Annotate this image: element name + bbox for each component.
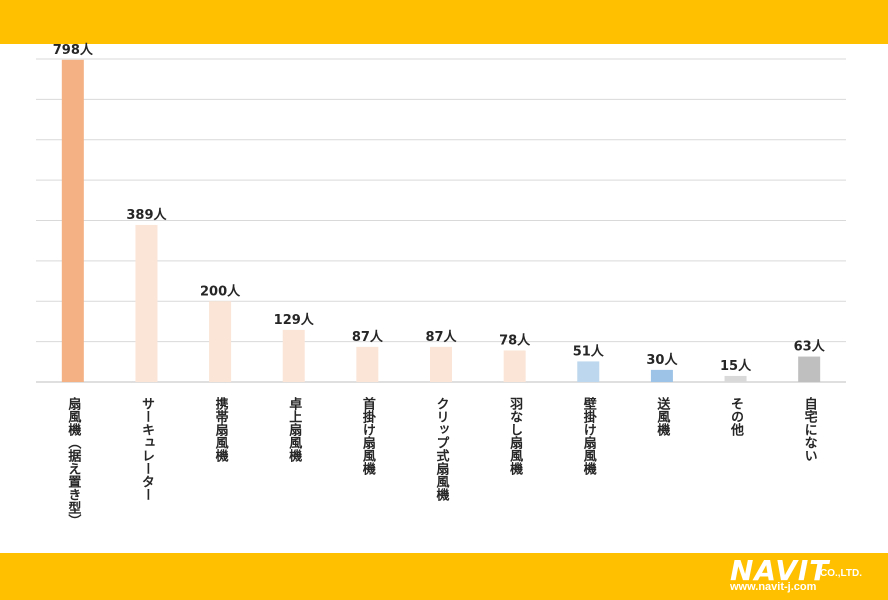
logo-url: www.navit-j.com — [730, 581, 817, 593]
category-label: 扇風機（据え置き型） — [65, 396, 82, 527]
category-label: 自宅にない — [802, 396, 818, 462]
logo-name: NAVIT — [730, 554, 830, 587]
data-label: 51人 — [573, 343, 605, 359]
category-label: 首掛け扇風機 — [360, 396, 376, 476]
category-label: 羽なし扇風機 — [507, 397, 523, 476]
data-label: 63人 — [794, 339, 826, 355]
data-label: 78人 — [499, 333, 531, 349]
category-label: サーキュレーター — [139, 397, 155, 501]
data-label: 15人 — [720, 358, 752, 374]
data-label: 87人 — [352, 329, 384, 345]
navit-logo: NAVIT CO.,LTD. www.navit-j.com — [730, 557, 880, 595]
category-label: 壁掛け扇風機 — [581, 396, 597, 476]
data-label: 389人 — [126, 207, 167, 223]
category-label: 携帯扇風機 — [213, 396, 229, 463]
bar — [356, 346, 379, 382]
logo-suffix: CO.,LTD. — [820, 568, 863, 579]
bottom-banner — [0, 553, 888, 600]
data-label: 200人 — [200, 283, 241, 299]
bar — [724, 375, 747, 382]
data-label: 798人 — [53, 42, 94, 58]
category-label: その他 — [728, 397, 745, 437]
data-label: 87人 — [425, 329, 457, 345]
bar — [577, 361, 600, 382]
data-label: 129人 — [274, 312, 315, 328]
category-label: 送風機 — [654, 396, 671, 437]
bar — [282, 329, 305, 382]
top-banner — [0, 0, 888, 44]
bar — [798, 356, 821, 382]
bar — [503, 350, 526, 382]
bar — [61, 59, 84, 383]
bar — [135, 224, 158, 382]
bar — [430, 346, 452, 382]
category-label: クリップ式扇風機 — [434, 397, 450, 502]
category-label: 卓上扇風機 — [286, 396, 302, 463]
bar — [209, 301, 232, 382]
bar — [650, 369, 673, 382]
data-label: 30人 — [646, 352, 678, 368]
